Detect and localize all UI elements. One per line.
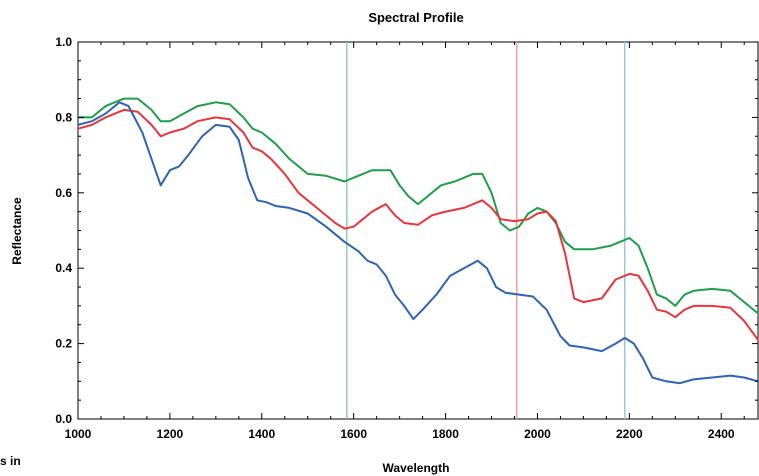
series-line-1 [77,97,759,315]
y-tick-label: 0.8 [55,110,72,124]
cropped-text: s in [0,454,21,468]
y-tick-label: 0.2 [55,337,72,351]
y-axis: 0.0 0.2 0.4 0.6 0.8 1.0 [55,35,758,426]
x-axis-label: Wavelength [383,461,450,475]
y-tick-label: 0.0 [55,412,72,426]
x-tick-label: 1200 [157,427,184,441]
y-tick-label: 0.6 [55,186,72,200]
series-lines [77,97,759,385]
x-tick-label: 1400 [248,427,275,441]
x-tick-label: 2400 [708,427,735,441]
y-tick-label: 0.4 [55,261,72,275]
x-tick-label: 2200 [616,427,643,441]
chart-title: Spectral Profile [368,10,463,25]
y-tick-label: 1.0 [55,35,72,49]
x-tick-label: 1800 [432,427,459,441]
series-line-3 [77,101,759,385]
y-axis-label: Reflectance [10,197,24,265]
vertical-markers [346,42,626,419]
x-tick-label: 1000 [65,427,92,441]
x-tick-label: 2000 [524,427,551,441]
x-axis: 1000 1200 1400 1600 1800 2000 2200 2400 [65,42,745,441]
plot-frame [77,41,759,420]
series-line-2 [77,108,759,341]
x-tick-label: 1600 [340,427,367,441]
